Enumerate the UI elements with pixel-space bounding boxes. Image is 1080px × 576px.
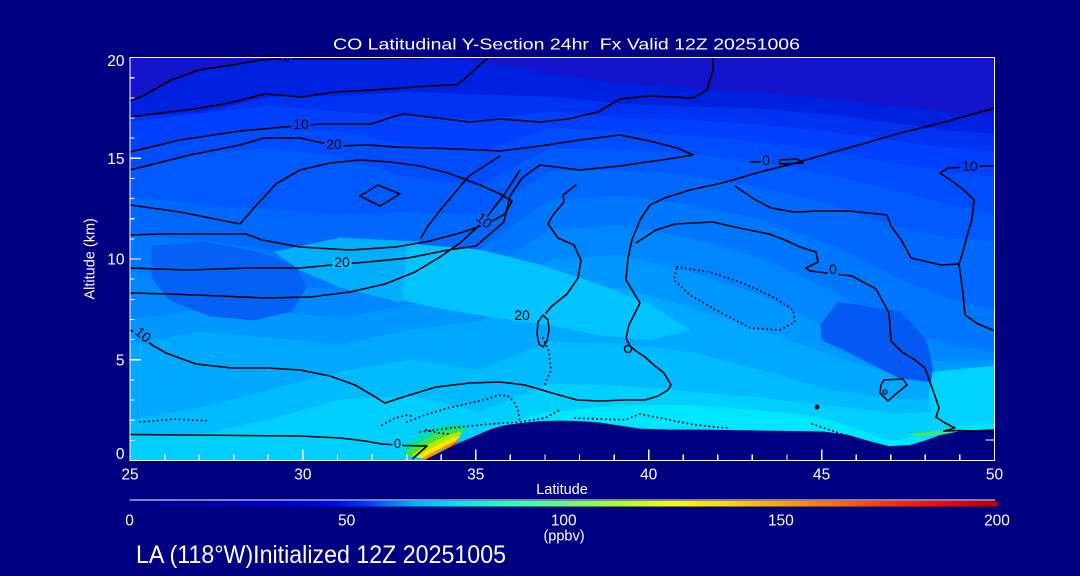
svg-text:150: 150 <box>768 513 794 530</box>
svg-text:50: 50 <box>338 513 356 530</box>
svg-text:20: 20 <box>107 53 125 70</box>
svg-text:CO Latitudinal Y-Section 24hr: CO Latitudinal Y-Section 24hr Fx Valid 1… <box>333 37 800 54</box>
svg-text:Altitude (km): Altitude (km) <box>83 218 99 299</box>
svg-text:5: 5 <box>116 352 125 369</box>
svg-text:20: 20 <box>514 307 530 323</box>
svg-text:20: 20 <box>326 136 342 152</box>
svg-text:(ppbv): (ppbv) <box>543 529 584 545</box>
svg-text:30: 30 <box>294 467 312 484</box>
svg-text:0: 0 <box>116 446 125 463</box>
svg-text:LA (118°W)Initialized 12Z 2025: LA (118°W)Initialized 12Z 20251005 <box>136 541 506 569</box>
svg-text:0: 0 <box>762 152 770 168</box>
svg-text:20: 20 <box>334 254 350 270</box>
svg-text:35: 35 <box>467 467 484 484</box>
svg-text:50: 50 <box>986 467 1004 484</box>
svg-text:Latitude: Latitude <box>536 482 588 498</box>
svg-text:45: 45 <box>813 467 830 484</box>
svg-text:0: 0 <box>829 261 837 277</box>
svg-text:200: 200 <box>984 513 1010 530</box>
svg-text:10: 10 <box>962 158 978 174</box>
svg-text:40: 40 <box>640 467 658 484</box>
svg-text:0: 0 <box>125 513 134 530</box>
svg-text:15: 15 <box>107 151 124 168</box>
svg-text:10: 10 <box>293 116 309 132</box>
svg-text:10: 10 <box>107 252 125 269</box>
svg-text:25: 25 <box>121 467 138 484</box>
svg-text:100: 100 <box>551 513 577 530</box>
svg-text:0: 0 <box>283 48 291 64</box>
svg-text:0: 0 <box>394 436 401 451</box>
